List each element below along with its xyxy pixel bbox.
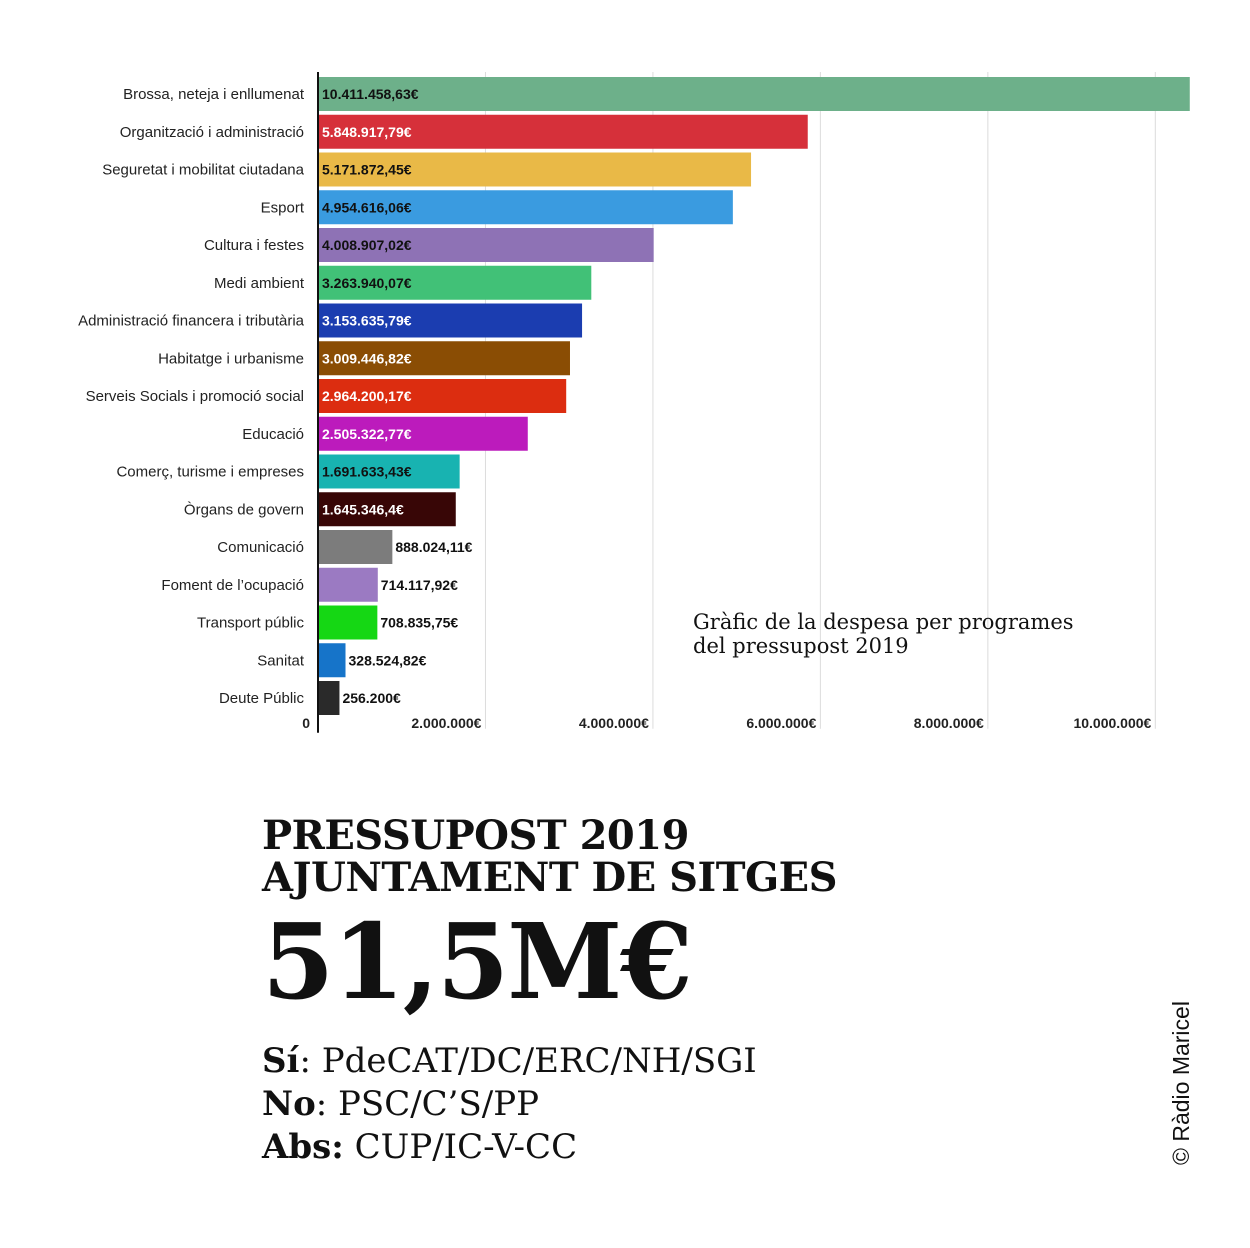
vote-value-yes: : PdeCAT/DC/ERC/NH/SGI	[299, 1041, 757, 1081]
x-axis-tick-labels: 0 2.000.000€ 4.000.000€ 6.000.000€ 8.000.000…	[302, 715, 1151, 731]
vote-key-no: No	[262, 1084, 316, 1124]
value-label: 328.524,82€	[349, 652, 427, 668]
chart-caption-line-1: Gràfic de la despesa per programes	[693, 610, 1074, 634]
vote-row-abstain: Abs: CUP/IC-V-CC	[262, 1126, 757, 1169]
vote-value-abstain: CUP/IC-V-CC	[343, 1127, 578, 1167]
bar-habitatge-i-urbanisme	[318, 341, 570, 376]
value-label: 5.848.917,79€	[322, 124, 412, 140]
value-label: 3.263.940,07€	[322, 275, 412, 291]
bar-comunicacio	[318, 530, 393, 564]
value-label: 888.024,11€	[395, 539, 472, 555]
category-labels: Brossa, neteja i enllumenat Organització …	[78, 86, 305, 707]
category-label: Brossa, neteja i enllumenat	[123, 86, 305, 103]
bars	[318, 77, 1190, 715]
title-line-2: AJUNTAMENT DE SITGES	[262, 854, 838, 901]
value-label: 5.171.872,45€	[322, 162, 412, 178]
category-label: Deute Públic	[219, 690, 305, 707]
category-label: Administració financera i tributària	[78, 313, 305, 330]
value-label: 1.645.346,4€	[322, 501, 404, 517]
x-tick-label: 8.000.000€	[914, 715, 984, 731]
bar-organitzacio-i-administracio	[318, 114, 808, 149]
vote-value-no: : PSC/C’S/PP	[315, 1084, 539, 1124]
category-label: Seguretat i mobilitat ciutadana	[102, 162, 304, 179]
x-tick-label: 2.000.000€	[411, 715, 481, 731]
value-label: 2.964.200,17€	[322, 388, 412, 404]
value-label: 256.200€	[342, 690, 401, 706]
value-label: 4.008.907,02€	[322, 237, 412, 253]
bar-cultura-i-festes	[318, 228, 654, 262]
bar-foment-de-l-ocupacio	[318, 567, 378, 602]
bar-seguretat-i-mobilitat-ciutadana	[318, 152, 752, 187]
x-tick-label: 4.000.000€	[579, 715, 649, 731]
value-labels: 10.411.458,63€ 5.848.917,79€ 5.171.872,45€…	[322, 86, 473, 706]
category-label: Comunicació	[217, 539, 304, 556]
vote-row-no: No: PSC/C’S/PP	[262, 1083, 757, 1126]
bar-sanitat	[318, 643, 346, 678]
bar-organs-de-govern	[318, 492, 456, 527]
vote-key-yes: Sí	[262, 1041, 300, 1081]
value-label: 708.835,75€	[380, 615, 458, 631]
category-label: Organització i administració	[120, 124, 304, 141]
bar-deute-public	[318, 681, 340, 715]
x-tick-label: 6.000.000€	[746, 715, 816, 731]
value-label: 10.411.458,63€	[322, 86, 419, 102]
bar-esport	[318, 190, 733, 225]
value-label: 3.009.446,82€	[322, 350, 412, 366]
page-title: PRESSUPOST 2019 AJUNTAMENT DE SITGES	[262, 812, 838, 901]
value-label: 2.505.322,77€	[322, 426, 412, 442]
category-label: Transport públic	[197, 615, 304, 632]
copyright-credit: © Ràdio Maricel	[1168, 1001, 1194, 1165]
value-label: 4.954.616,06€	[322, 199, 412, 215]
category-label: Comerç, turisme i empreses	[116, 464, 304, 481]
title-line-1: PRESSUPOST 2019	[262, 812, 689, 859]
bar-brossa-neteja-i-enllumenat	[318, 77, 1190, 111]
bar-administracio-financera-i-tributaria	[318, 303, 583, 338]
vote-key-abstain: Abs:	[262, 1127, 344, 1167]
budget-total: 51,5M€	[262, 900, 693, 1023]
category-label: Medi ambient	[214, 275, 305, 292]
vote-row-yes: Sí: PdeCAT/DC/ERC/NH/SGI	[262, 1040, 757, 1083]
category-label: Habitatge i urbanisme	[158, 350, 304, 367]
bar-educacio	[318, 416, 528, 451]
category-label: Foment de l’ocupació	[161, 577, 304, 594]
x-tick-label: 10.000.000€	[1073, 715, 1151, 731]
vote-results: Sí: PdeCAT/DC/ERC/NH/SGI No: PSC/C’S/PP …	[262, 1040, 757, 1169]
category-label: Esport	[261, 199, 305, 216]
bar-serveis-socials-i-promocio-social	[318, 379, 567, 413]
bar-transport-public	[318, 605, 378, 640]
category-label: Educació	[242, 426, 304, 443]
value-label: 714.117,92€	[381, 577, 458, 593]
category-label: Òrgans de govern	[184, 501, 304, 518]
value-label: 1.691.633,43€	[322, 464, 412, 480]
category-label: Serveis Socials i promoció social	[86, 388, 304, 405]
budget-bar-chart: Brossa, neteja i enllumenat Organització …	[78, 72, 1190, 733]
x-tick-label: 0	[302, 715, 310, 731]
bar-comerc-turisme-i-empreses	[318, 454, 460, 489]
category-label: Cultura i festes	[204, 237, 304, 254]
bar-medi-ambient	[318, 265, 592, 300]
chart-caption: Gràfic de la despesa per programes del p…	[693, 610, 1074, 658]
value-label: 3.153.635,79€	[322, 313, 412, 329]
category-label: Sanitat	[257, 652, 305, 669]
chart-caption-line-2: del pressupost 2019	[693, 634, 909, 658]
